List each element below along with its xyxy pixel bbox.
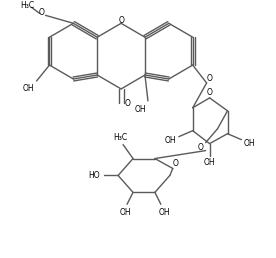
Text: OH: OH [23,84,34,93]
Text: H₃C: H₃C [20,1,35,10]
Text: O: O [198,143,204,152]
Text: HO: HO [88,171,100,180]
Text: O: O [207,75,213,84]
Text: OH: OH [134,105,146,114]
Text: O: O [173,159,179,168]
Text: H₃C: H₃C [113,133,127,142]
Text: OH: OH [204,158,215,167]
Text: OH: OH [165,136,177,145]
Text: O: O [39,8,44,17]
Text: O: O [125,99,131,108]
Text: OH: OH [244,139,255,148]
Text: OH: OH [159,208,171,217]
Text: OH: OH [119,208,131,217]
Text: O: O [207,88,213,98]
Text: O: O [118,16,124,25]
